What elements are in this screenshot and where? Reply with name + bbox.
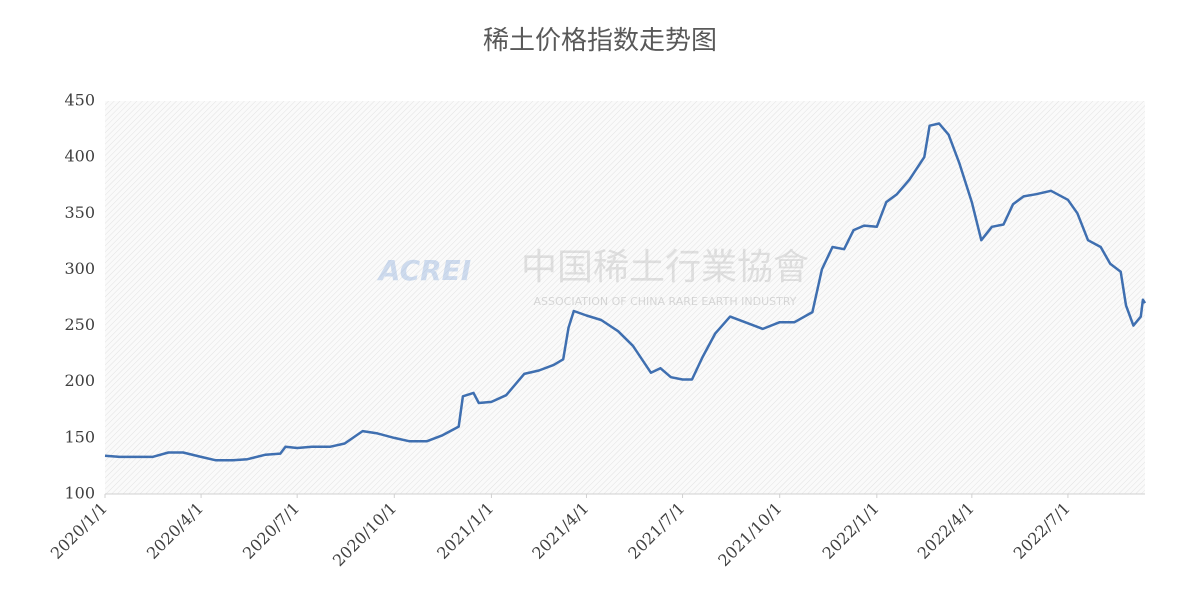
plot-area <box>105 101 1145 494</box>
x-tick-label: 2021/7/1 <box>624 499 688 563</box>
series-line <box>104 122 1147 462</box>
y-tick-label: 450 <box>64 91 95 110</box>
x-tick-label: 2021/10/1 <box>714 499 785 570</box>
watermark-logo: ACREI <box>377 254 471 287</box>
y-tick-label: 150 <box>64 427 95 446</box>
x-tick-label: 2020/7/1 <box>239 499 303 563</box>
watermark-name: 中国稀土行業協會 <box>521 247 809 288</box>
y-tick-label: 100 <box>64 484 95 503</box>
y-tick-label: 250 <box>64 315 95 334</box>
y-tick-label: 400 <box>64 147 95 166</box>
x-tick-label: 2022/1/1 <box>819 499 883 563</box>
x-tick-label: 2020/1/1 <box>47 499 111 563</box>
x-tick-label: 2021/1/1 <box>433 499 497 563</box>
y-tick-label: 300 <box>64 259 95 278</box>
x-tick-label: 2022/7/1 <box>1010 499 1074 563</box>
x-tick-label: 2020/4/1 <box>143 499 207 563</box>
x-tick-label: 2020/10/1 <box>329 499 400 570</box>
chart-title: 稀土价格指数走势图 <box>483 26 717 56</box>
y-tick-label: 200 <box>64 371 95 390</box>
watermark: ACREI 中国稀土行業協會 ASSOCIATION OF CHINA RARE… <box>377 247 809 308</box>
x-tick-label: 2021/4/1 <box>528 499 592 563</box>
watermark-subtitle: ASSOCIATION OF CHINA RARE EARTH INDUSTRY <box>534 295 797 308</box>
x-tick-label: 2022/4/1 <box>914 499 978 563</box>
y-tick-label: 350 <box>64 203 95 222</box>
